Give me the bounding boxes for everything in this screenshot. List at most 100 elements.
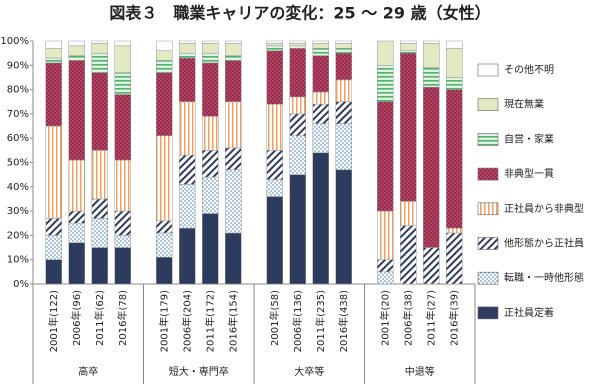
x-tick-label: 2006年(136) <box>291 290 304 352</box>
bar-segment <box>68 55 85 61</box>
legend-swatch <box>477 63 499 77</box>
bar-segment <box>400 225 417 285</box>
bar-segment <box>225 147 242 171</box>
bar-segment <box>202 213 219 285</box>
bar-segment <box>202 150 219 178</box>
bar-segment <box>225 169 242 234</box>
bar-segment <box>312 91 329 105</box>
legend-swatch <box>477 306 499 320</box>
bar-segment <box>312 48 329 56</box>
x-tick-label: 2006年(96) <box>70 290 83 346</box>
bar-segment <box>114 40 131 47</box>
group-label: 高卒 <box>78 365 98 378</box>
legend-swatch <box>477 133 499 146</box>
bar-segment <box>179 184 196 229</box>
bar-segment <box>179 154 196 185</box>
bar-segment <box>400 50 417 54</box>
bar-segment <box>179 227 196 285</box>
bar-segment <box>312 43 329 49</box>
bar-segment <box>289 48 306 98</box>
bar-segment <box>202 43 219 54</box>
bar-segment <box>266 43 283 47</box>
legend-label: 自営・家業 <box>504 132 554 145</box>
bar-segment <box>423 43 440 68</box>
bar-segment <box>225 43 242 56</box>
y-tick-label: 0% <box>13 279 29 290</box>
bar-segment <box>266 40 283 44</box>
bar-segment <box>423 86 440 248</box>
y-tick-label: 30% <box>7 206 29 217</box>
bar-segment <box>335 123 352 171</box>
legend-swatch <box>477 271 499 285</box>
bar-segment <box>91 40 108 44</box>
legend-label: その他不明 <box>504 63 554 76</box>
x-tick-label: 2016年(39) <box>447 290 460 346</box>
y-tick-label: 40% <box>7 182 29 193</box>
bar-segment <box>266 150 283 180</box>
bar-segment <box>312 40 329 44</box>
x-tick-label: 2011年(27) <box>424 290 437 346</box>
bar-segment <box>68 40 85 47</box>
bar-segment <box>114 45 131 73</box>
bar-segment <box>179 40 196 44</box>
bar-segment <box>45 57 62 64</box>
bar-segment <box>289 135 306 175</box>
bar-segment <box>202 62 219 117</box>
legend-swatch <box>477 98 499 111</box>
bar-segment <box>114 210 131 236</box>
y-tick-label: 100% <box>0 36 29 47</box>
bar-segment <box>289 40 306 44</box>
bar-segment <box>225 55 242 61</box>
x-tick-label: 2001年(179) <box>157 290 170 352</box>
legend-label: 正社員定着 <box>504 306 554 319</box>
bar-segment <box>377 101 394 212</box>
bar-segment <box>91 150 108 200</box>
bar-segment <box>289 174 306 285</box>
legend-label: 非典型一貫 <box>504 167 554 180</box>
bar-segment <box>446 77 463 90</box>
bar-segment <box>91 247 108 285</box>
bar-segment <box>202 176 219 214</box>
bar-segment <box>45 259 62 285</box>
bar-segment <box>114 159 131 212</box>
bar-segment <box>335 79 352 102</box>
legend-swatch <box>477 167 499 181</box>
bar-segment <box>312 152 329 285</box>
bar-segment <box>266 196 283 285</box>
x-tick-label: 2011年(172) <box>203 290 216 352</box>
bar-segment <box>156 135 173 222</box>
legend-label: 他形態から正社員 <box>504 237 584 250</box>
x-tick-label: 2016年(154) <box>226 290 239 352</box>
bar-segment <box>377 65 394 103</box>
bar-segment <box>225 232 242 285</box>
bar-segment <box>45 235 62 260</box>
bar-segment <box>202 40 219 44</box>
bar-segment <box>68 223 85 243</box>
bar-segment <box>289 43 306 47</box>
y-tick-label: 80% <box>7 85 29 96</box>
y-tick-label: 90% <box>7 60 29 71</box>
bar-segment <box>179 101 196 156</box>
bar-segment <box>289 45 306 49</box>
bar-segment <box>446 227 463 234</box>
bar-segment <box>68 45 85 56</box>
bar-segment <box>289 113 306 137</box>
bar-segment <box>312 103 329 124</box>
bar-segment <box>202 52 219 64</box>
bar-segment <box>335 52 352 81</box>
bar-segment <box>91 218 108 248</box>
bar-segment <box>156 40 173 51</box>
bar-segment <box>446 89 463 229</box>
x-tick-label: 2006年(38) <box>401 290 414 346</box>
y-tick-label: 60% <box>7 133 29 144</box>
x-tick-label: 2006年(204) <box>180 290 193 352</box>
bar-segment <box>114 72 131 95</box>
bar-segment <box>91 43 108 54</box>
x-tick-label: 2011年(62) <box>93 290 106 346</box>
bar-segment <box>225 60 242 102</box>
bar-segment <box>156 220 173 234</box>
legend-swatch <box>477 237 499 250</box>
bar-segment <box>45 40 62 49</box>
bar-segment <box>446 48 463 78</box>
x-tick-label: 2001年(122) <box>47 290 60 352</box>
